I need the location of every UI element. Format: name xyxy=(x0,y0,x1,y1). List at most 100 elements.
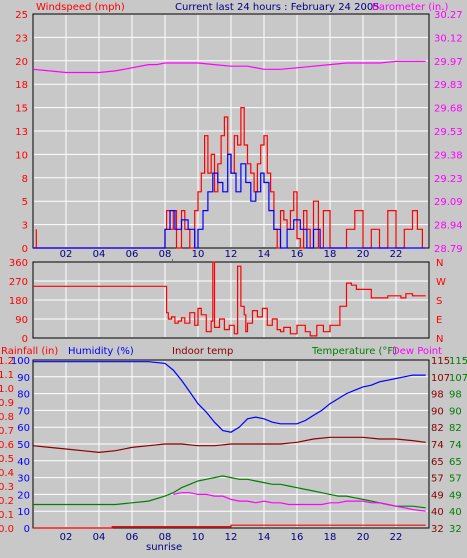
gust-line xyxy=(33,153,426,249)
barometer-tick-label: 29.09 xyxy=(434,197,463,208)
rainfall-tick-label: 0.7 xyxy=(0,426,14,437)
dewpoint-label: Dew Point xyxy=(392,346,442,357)
dewpoint-tick-label: 115 xyxy=(449,356,467,367)
wind-degree-tick-label: 270 xyxy=(9,277,28,288)
barometer-tick-label: 29.97 xyxy=(434,57,463,68)
rainfall-axis-ticks: 1.2 1.1 1.0 0.9 0.8 0.7 0.6 0.5 0.4 0.3 0.2 0.1 0.0 xyxy=(0,356,14,535)
temperature-tick-label: 82 xyxy=(431,423,444,434)
windspeed-tick-label: 20 xyxy=(15,57,28,68)
wind-degree-tick-label: 90 xyxy=(15,315,28,326)
x-tick-label: 08 xyxy=(159,532,172,543)
compass-tick-label: W xyxy=(436,277,446,288)
temperature-tick-label: 65 xyxy=(431,457,444,468)
dewpoint-tick-label: 65 xyxy=(449,457,462,468)
windspeed-tick-label: 18 xyxy=(15,80,28,91)
windspeed-grid xyxy=(34,15,428,247)
temperature-tick-label: 74 xyxy=(431,440,444,451)
temperature-tick-label: 98 xyxy=(431,390,444,401)
dewpoint-tick-label: 90 xyxy=(449,406,462,417)
temperature-tick-label: 32 xyxy=(431,524,444,535)
temperature-tick-label: 57 xyxy=(431,474,444,485)
rainfall-tick-label: 0.5 xyxy=(0,454,14,465)
x-tick-label: 20 xyxy=(357,249,370,260)
rainfall-tick-label: 0.8 xyxy=(0,412,14,423)
windspeed-x-ticks: 02 04 06 08 10 12 14 16 18 20 22 xyxy=(60,249,403,260)
x-tick-label: 14 xyxy=(258,532,271,543)
compass-tick-label: N xyxy=(436,334,443,345)
barometer-tick-label: 28.94 xyxy=(434,221,463,232)
wind-line xyxy=(33,106,423,249)
rainfall-tick-label: 1.0 xyxy=(0,384,14,395)
dewpoint-axis-ticks: 115 107 98 90 82 74 65 57 49 40 32 xyxy=(449,356,467,535)
x-tick-label: 16 xyxy=(291,532,304,543)
humidity-temp-series xyxy=(32,361,426,529)
barometer-tick-label: 29.83 xyxy=(434,80,463,91)
windspeed-tick-label: 8 xyxy=(22,174,28,185)
wind-direction-degree-ticks: 360 270 180 90 0 xyxy=(9,258,28,345)
temperature-tick-label: 107 xyxy=(431,373,450,384)
humidity-line xyxy=(33,361,426,433)
rainfall-tick-label: 0.6 xyxy=(0,440,14,451)
wind-direction-grid xyxy=(34,263,428,337)
rainfall-tick-label: 0.1 xyxy=(0,510,14,521)
rainfall-tick-label: 0.0 xyxy=(0,524,14,535)
dewpoint-tick-label: 74 xyxy=(449,440,462,451)
windspeed-tick-label: 0 xyxy=(22,244,28,255)
dewpoint-tick-label: 49 xyxy=(449,490,462,501)
windspeed-tick-label: 5 xyxy=(22,197,28,208)
dewpoint-tick-label: 107 xyxy=(449,373,467,384)
wind-degree-tick-label: 360 xyxy=(9,258,28,269)
chart-title: Current last 24 hours : February 24 2005 xyxy=(175,2,380,13)
humidity-tick-label: 0 xyxy=(24,524,30,535)
wind-direction-series xyxy=(33,261,426,337)
barometer-tick-label: 29.68 xyxy=(434,104,463,115)
rainfall-tick-label: 0.3 xyxy=(0,482,14,493)
humidity-tick-label: 30 xyxy=(17,474,30,485)
humidity-tick-label: 90 xyxy=(17,373,30,384)
rainfall-tick-label: 1.1 xyxy=(0,370,14,381)
barometer-tick-label: 29.38 xyxy=(434,150,463,161)
humidity-tick-label: 50 xyxy=(17,440,30,451)
humidity-tick-label: 20 xyxy=(17,490,30,501)
windspeed-tick-label: 10 xyxy=(15,150,28,161)
humidity-tick-label: 70 xyxy=(17,406,30,417)
x-tick-label: 02 xyxy=(60,249,73,260)
x-tick-label: 20 xyxy=(357,532,370,543)
barometer-label: Barometer (in.) xyxy=(372,2,448,13)
humidity-tick-label: 80 xyxy=(17,390,30,401)
dewpoint-tick-label: 32 xyxy=(449,524,462,535)
compass-tick-label: S xyxy=(436,296,442,307)
x-tick-label: 08 xyxy=(159,249,172,260)
sunrise-label-bottom: sunrise xyxy=(146,542,182,553)
x-tick-label: 16 xyxy=(291,249,304,260)
humidity-tick-label: 40 xyxy=(17,457,30,468)
windspeed-axis-ticks: 25 23 20 18 15 13 10 8 5 3 0 xyxy=(15,10,28,255)
x-tick-label: 22 xyxy=(390,249,403,260)
rainfall-tick-label: 0.4 xyxy=(0,468,14,479)
barometer-tick-label: 29.23 xyxy=(434,174,463,185)
x-tick-label: 22 xyxy=(390,532,403,543)
humidity-tick-label: 10 xyxy=(17,507,30,518)
barometer-line xyxy=(32,60,426,74)
temperature-axis-ticks: 115 107 98 90 82 74 65 57 49 40 32 xyxy=(431,356,450,535)
barometer-tick-label: 29.53 xyxy=(434,127,463,138)
barometer-tick-label: 30.27 xyxy=(434,10,463,21)
indoor-line xyxy=(32,436,426,454)
wind-direction-line xyxy=(33,261,426,337)
barometer-tick-label: 28.79 xyxy=(434,244,463,255)
temperature-tick-label: 49 xyxy=(431,490,444,501)
rainfall-tick-label: 0.2 xyxy=(0,496,14,507)
x-tick-label: 18 xyxy=(324,532,337,543)
temperature-tick-label: 115 xyxy=(431,356,450,367)
rainfall-tick-label: 0.9 xyxy=(0,398,14,409)
windspeed-label: Windspeed (mph) xyxy=(36,2,125,13)
windspeed-tick-label: 13 xyxy=(15,127,28,138)
windspeed-series xyxy=(32,60,426,249)
x-tick-label: 06 xyxy=(126,532,139,543)
x-tick-label: 06 xyxy=(126,249,139,260)
humidity-temp-x-ticks: 02 04 06 08 10 12 14 16 18 20 22 xyxy=(60,532,403,543)
